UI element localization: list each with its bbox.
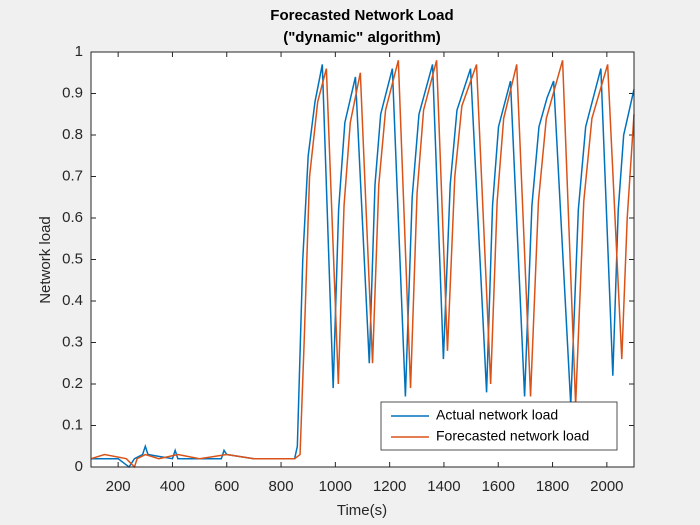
x-tick-label: 600	[214, 478, 239, 495]
y-tick-label: 0.7	[62, 167, 83, 184]
x-tick-label: 800	[269, 478, 294, 495]
y-tick-label: 0.8	[62, 126, 83, 143]
x-tick-label: 1600	[482, 478, 515, 495]
y-tick-label: 0.4	[62, 292, 83, 309]
x-tick-label: 2000	[590, 478, 623, 495]
x-tick-label: 1400	[427, 478, 460, 495]
legend-label: Actual network load	[436, 407, 558, 423]
y-tick-label: 0.6	[62, 209, 83, 226]
legend-box	[380, 401, 618, 451]
y-tick-label: 0.5	[62, 250, 83, 267]
series-line	[90, 60, 635, 469]
y-axis-label: Network load	[37, 216, 54, 304]
x-tick-label: 200	[106, 478, 131, 495]
y-tick-label: 0.2	[62, 375, 83, 392]
x-tick-label: 400	[160, 478, 185, 495]
y-tick-label: 0.3	[62, 333, 83, 350]
y-tick-label: 0.9	[62, 84, 83, 101]
x-tick-label: 1800	[536, 478, 569, 495]
axes-box	[90, 51, 635, 468]
y-tick-label: 0.1	[62, 416, 83, 433]
x-tick-label: 1200	[373, 478, 406, 495]
chart-title: Forecasted Network Load	[270, 7, 453, 24]
series-line	[91, 64, 635, 469]
y-tick-label: 1	[75, 43, 83, 60]
x-axis-label: Time(s)	[337, 502, 387, 519]
y-tick-label: 0	[75, 458, 83, 475]
legend-label: Forecasted network load	[436, 428, 589, 444]
x-tick-label: 1000	[319, 478, 352, 495]
chart-subtitle: ("dynamic" algorithm)	[283, 29, 441, 46]
